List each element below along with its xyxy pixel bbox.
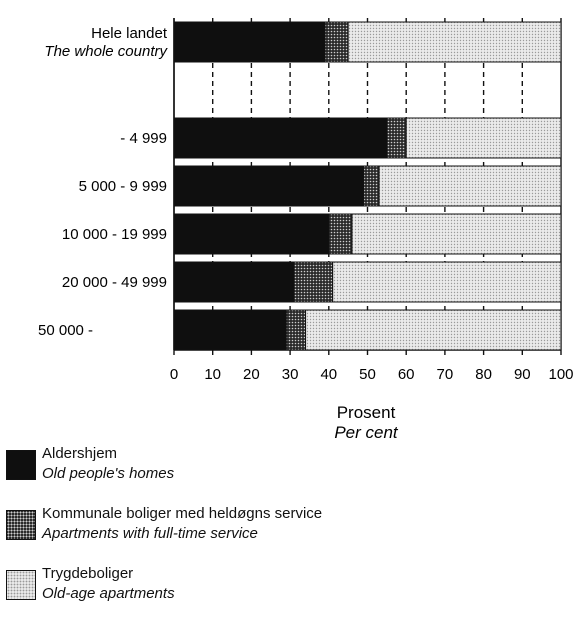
bar-segment xyxy=(305,309,562,351)
legend-label: Kommunale boliger med heldøgns service xyxy=(42,505,323,522)
x-tick-label-80: 80 xyxy=(475,366,492,383)
category-label: 10 000 - 19 999 xyxy=(62,226,167,243)
bar-segment xyxy=(173,213,330,255)
legend-item: Aldershjem Old people's homes xyxy=(6,444,566,490)
bar-segment xyxy=(173,21,326,63)
category-label: Hele landet xyxy=(91,25,168,42)
x-tick-label-100: 100 xyxy=(548,366,573,383)
bar-segment xyxy=(405,117,562,159)
legend-item: Kommunale boliger med heldøgns service Ap… xyxy=(6,504,566,550)
bar-segment xyxy=(173,309,287,351)
x-axis-subtitle: Per cent xyxy=(334,423,399,440)
x-tick-label-20: 20 xyxy=(243,366,260,383)
legend-text: Aldershjem Old people's homes xyxy=(42,444,174,484)
legend-text: Kommunale boliger med heldøgns service Ap… xyxy=(42,504,322,544)
category-label: - 4 999 xyxy=(120,130,167,147)
bar-segment xyxy=(293,261,334,303)
legend-label: Trygdeboliger xyxy=(42,565,134,582)
category-label: 5 000 - 9 999 xyxy=(79,178,167,195)
x-axis-title: Prosent xyxy=(337,403,396,422)
legend-label-en: Old-age apartments xyxy=(42,585,175,602)
x-tick-label-30: 30 xyxy=(282,366,299,383)
x-tick-label-10: 10 xyxy=(204,366,221,383)
legend-text: Trygdeboliger Old-age apartments xyxy=(42,564,175,604)
bar-segment xyxy=(173,117,388,159)
legend-item: Trygdeboliger Old-age apartments xyxy=(6,564,566,610)
bar-segment xyxy=(285,309,307,351)
bar-segment xyxy=(324,21,349,63)
legend-swatch xyxy=(6,450,36,480)
bars xyxy=(173,21,562,351)
bar-segment xyxy=(328,213,353,255)
bar-segment xyxy=(173,261,295,303)
bar-segment xyxy=(386,117,407,159)
bar-segment xyxy=(378,165,562,207)
legend-label-en: Old people's homes xyxy=(42,465,175,482)
bar-segment xyxy=(173,165,365,207)
bar-segment xyxy=(347,21,562,63)
x-tick-labels: 0 10 20 30 40 50 60 70 80 90 100 xyxy=(170,366,574,383)
legend: Aldershjem Old people's homes Kommunale bo… xyxy=(6,444,566,624)
x-tick-label-90: 90 xyxy=(514,366,531,383)
bar-segment xyxy=(351,213,562,255)
x-tick-label-60: 60 xyxy=(398,366,415,383)
x-tick-label-0: 0 xyxy=(170,366,178,383)
legend-swatch xyxy=(6,570,36,600)
x-tick-label-40: 40 xyxy=(320,366,337,383)
bar-segment xyxy=(332,261,562,303)
legend-label-en: Apartments with full-time service xyxy=(42,525,258,542)
x-tick-label-70: 70 xyxy=(437,366,454,383)
legend-label: Aldershjem xyxy=(42,445,118,462)
category-label: 50 000 - xyxy=(38,322,93,339)
category-sublabel: The whole country xyxy=(44,43,168,60)
bar-segment xyxy=(363,165,380,207)
category-label: 20 000 - 49 999 xyxy=(62,274,167,291)
legend-swatch xyxy=(6,510,36,540)
x-tick-label-50: 50 xyxy=(359,366,376,383)
